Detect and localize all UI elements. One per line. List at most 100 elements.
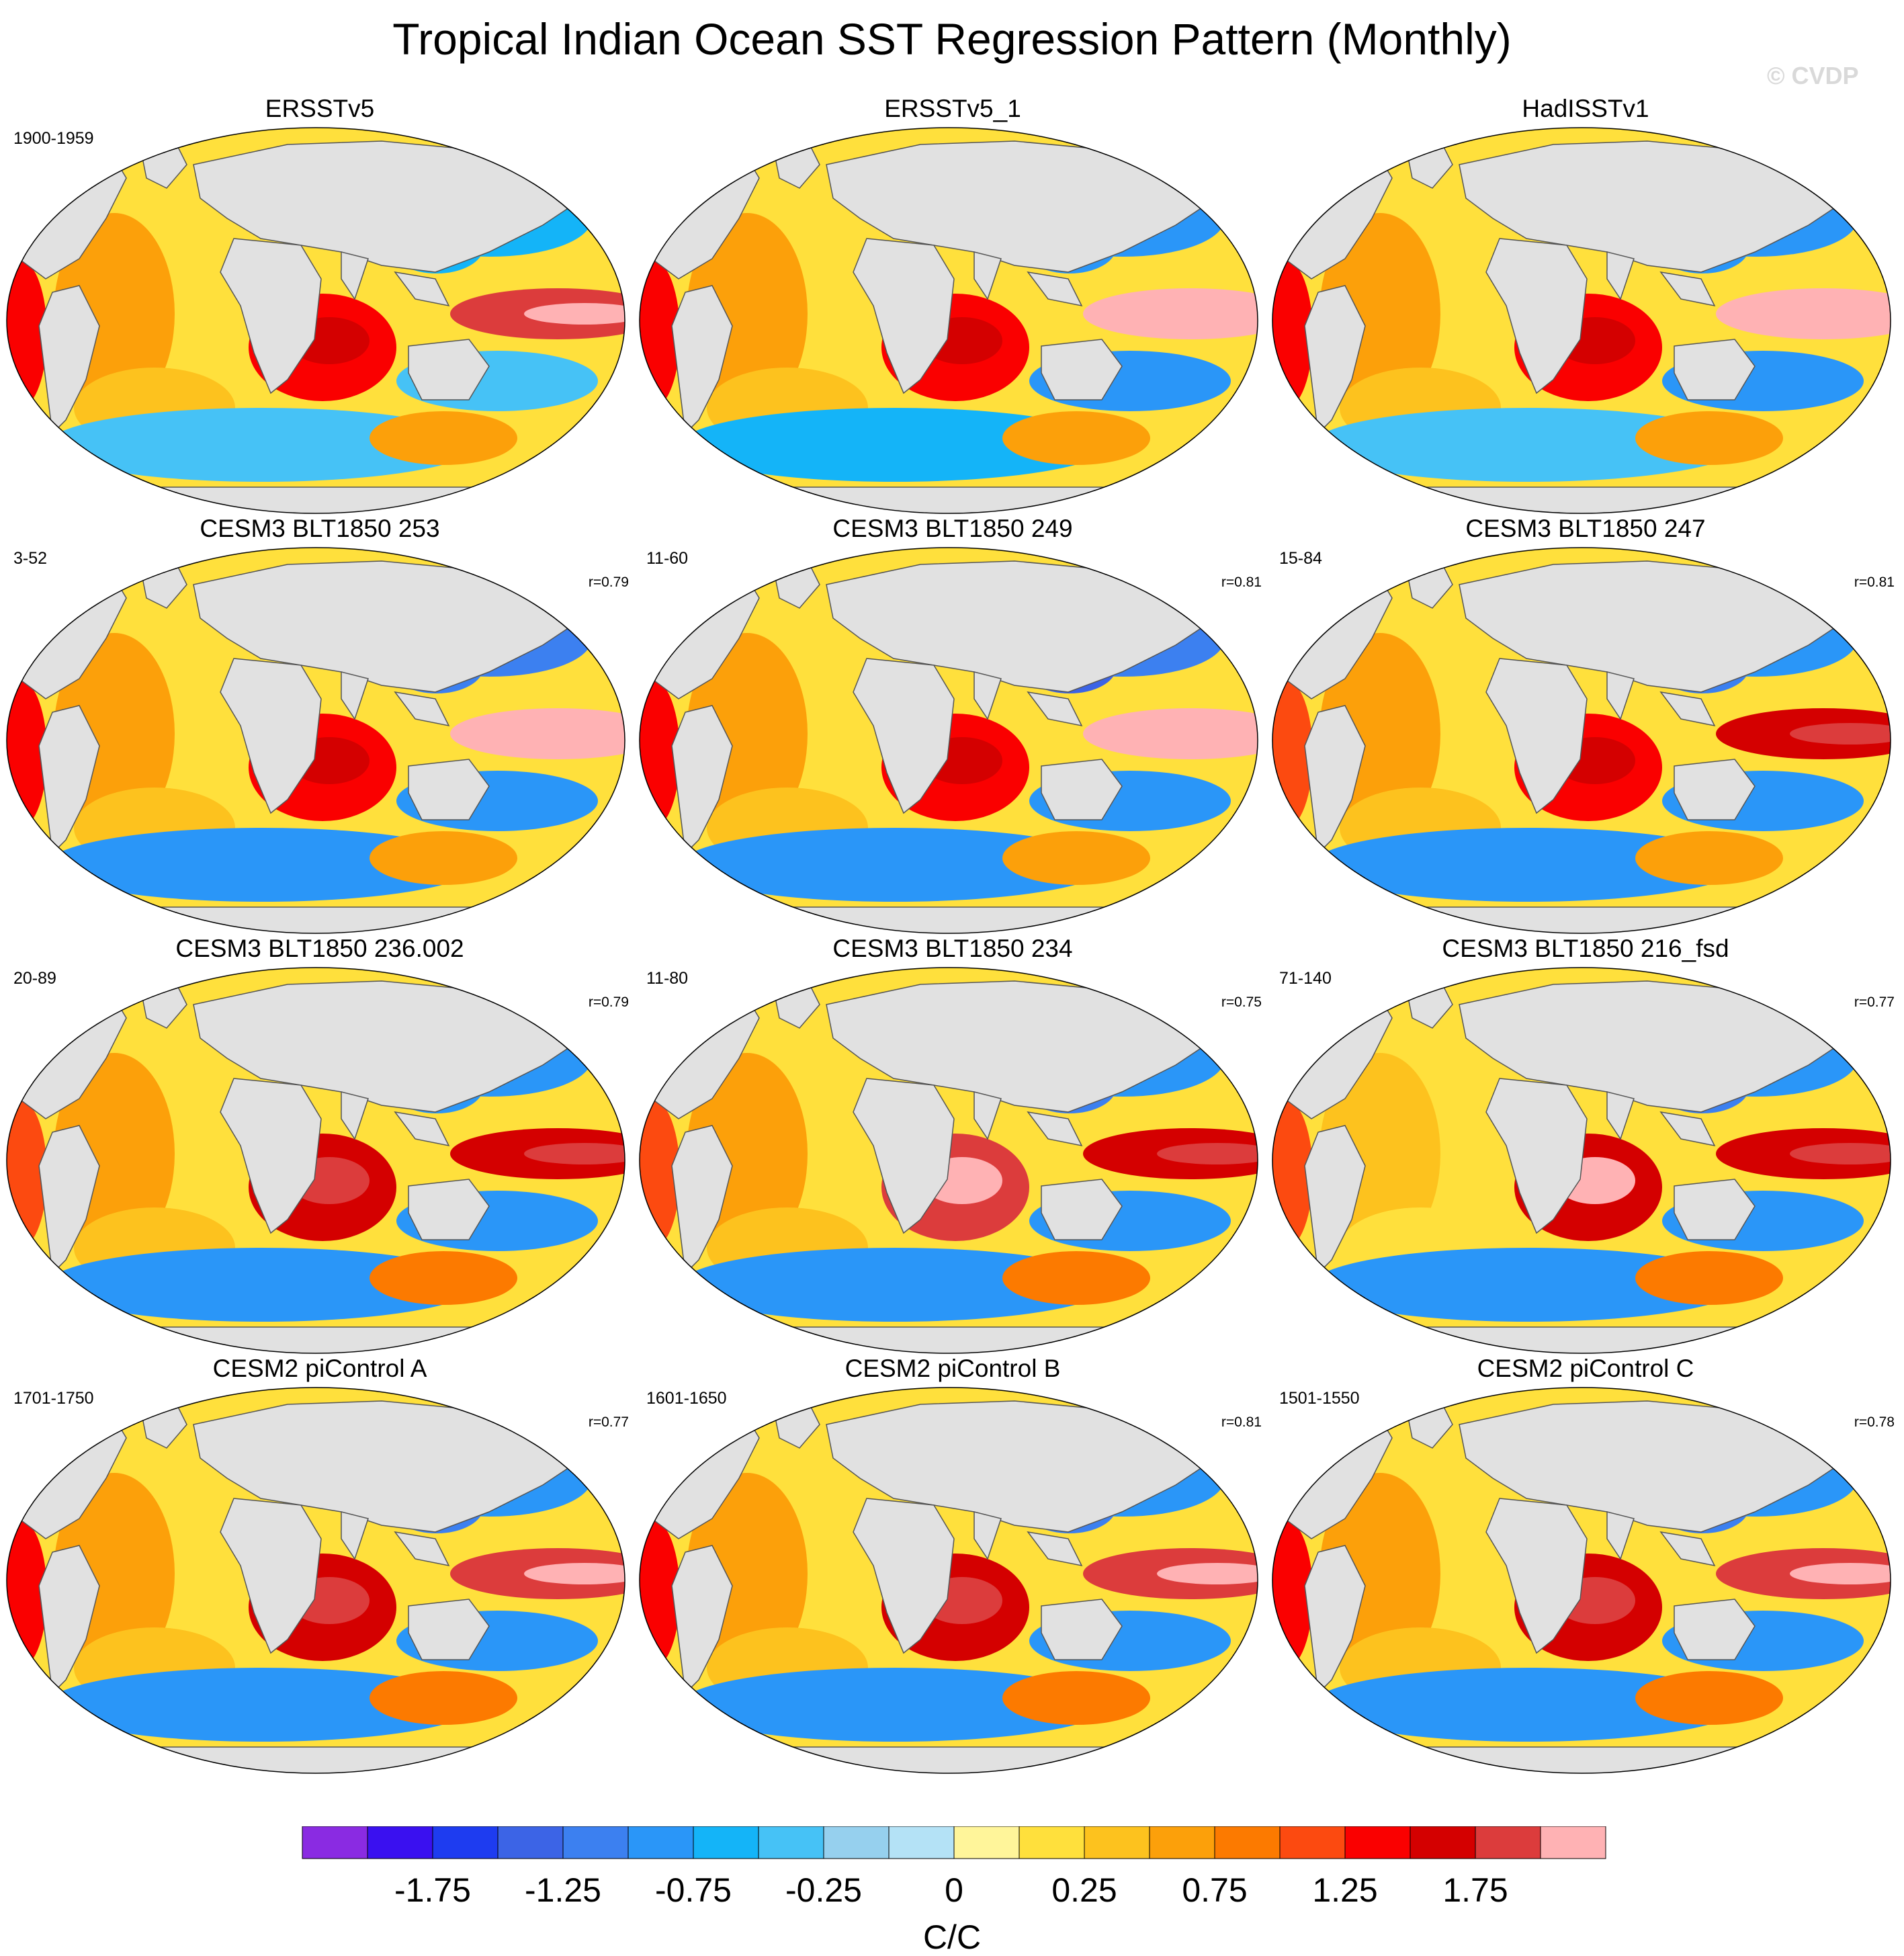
colorbar-unit-label: C/C	[922, 1918, 982, 1956]
land-south-america	[1304, 705, 1366, 855]
panel-title: CESM3 BLT1850 253	[200, 515, 440, 542]
west-coast-pacific	[1272, 1520, 1313, 1668]
sst-map	[1272, 547, 1891, 934]
land-europe-asia	[826, 140, 1217, 273]
sst-map	[1272, 1387, 1891, 1774]
map-panel: CESM3 BLT1850 253 3-52 r=0.79	[5, 514, 634, 951]
panel-title: CESM3 BLT1850 216_fsd	[1442, 935, 1729, 962]
south-indian-anomaly	[1002, 831, 1150, 885]
east-pacific-core	[1157, 723, 1258, 745]
panel-period: 1701-1750	[13, 1389, 94, 1408]
pattern-correlation: r=0.79	[588, 994, 629, 1010]
land-africa	[1485, 658, 1588, 814]
colorbar-tick-label: 1.75	[1442, 1871, 1508, 1909]
land-australia	[1041, 1179, 1123, 1240]
land-australia	[408, 759, 490, 820]
land-antarctica	[7, 1746, 625, 1773]
pattern-correlation: r=0.77	[588, 1414, 629, 1430]
land-southeast-asia	[1659, 691, 1716, 727]
land-south-america	[1304, 1125, 1366, 1275]
colorbar-swatch	[1344, 1826, 1411, 1859]
land-south-america	[671, 1125, 733, 1275]
east-pacific-core	[1790, 303, 1891, 325]
west-coast-pacific	[7, 1100, 47, 1248]
panel-period: 1900-1959	[13, 129, 94, 148]
land-south-america	[38, 705, 100, 855]
sst-map	[6, 1387, 625, 1774]
southern-ocean-anomaly	[47, 828, 477, 902]
land-india	[1606, 1091, 1635, 1140]
map-boundary	[6, 1387, 625, 1774]
south-indian-anomaly	[1635, 1251, 1783, 1305]
colorbar-tick-label: 0.75	[1182, 1871, 1247, 1909]
south-indian-anomaly	[1002, 411, 1150, 465]
south-indian-anomaly	[1002, 1251, 1150, 1305]
colorbar: -1.75 -1.25 -0.75 -0.25 0 0.25 0.75 1.25 1.75	[302, 1826, 1606, 1909]
land-southeast-asia	[394, 1111, 450, 1147]
land-africa	[853, 1078, 955, 1234]
land-south-america	[1304, 1545, 1366, 1695]
west-coast-pacific	[640, 1520, 680, 1668]
panel-period: 3-52	[13, 549, 48, 568]
land-australia	[408, 339, 490, 400]
west-coast-pacific	[1272, 1100, 1313, 1248]
southern-ocean-anomaly	[1313, 1248, 1743, 1322]
colorbar-swatch	[628, 1826, 694, 1859]
east-pacific-core	[524, 303, 625, 325]
panel-title: ERSSTv5	[265, 95, 375, 122]
land-australia	[408, 1599, 490, 1660]
panel-period: 1501-1550	[1279, 1389, 1360, 1408]
east-pacific-core	[1790, 1143, 1891, 1164]
panel-title: CESM3 BLT1850 234	[832, 935, 1073, 962]
land-india	[1606, 671, 1635, 720]
south-indian-anomaly	[1002, 1671, 1150, 1725]
land-south-america	[38, 1125, 100, 1275]
land-antarctica	[640, 906, 1258, 933]
colorbar-swatch	[1279, 1826, 1346, 1859]
colorbar-tick-label: 0.25	[1051, 1871, 1117, 1909]
land-india	[341, 1511, 369, 1560]
colorbar-tick-label: -0.75	[655, 1871, 732, 1909]
pattern-correlation: r=0.81	[1854, 575, 1895, 590]
map-boundary	[639, 1387, 1258, 1774]
land-southeast-asia	[394, 271, 450, 307]
southern-ocean-anomaly	[680, 408, 1110, 482]
land-africa	[220, 1498, 322, 1654]
panel-title: ERSSTv5_1	[884, 95, 1021, 122]
sst-map	[1272, 127, 1891, 514]
colorbar-swatch	[1475, 1826, 1541, 1859]
land-europe-asia	[1459, 980, 1850, 1113]
land-south-america	[671, 1545, 733, 1695]
west-coast-pacific	[7, 1520, 47, 1668]
land-antarctica	[1272, 1746, 1891, 1773]
west-coast-pacific	[640, 680, 680, 828]
panel-title: CESM3 BLT1850 249	[832, 515, 1073, 542]
land-africa	[220, 1078, 322, 1234]
map-boundary	[639, 127, 1258, 514]
east-pacific-core	[1790, 1563, 1891, 1584]
east-pacific-core	[1157, 1563, 1258, 1584]
land-europe-asia	[1459, 140, 1850, 273]
sst-map	[639, 127, 1258, 514]
land-australia	[1674, 1179, 1756, 1240]
southern-ocean-anomaly	[47, 408, 477, 482]
panel-period: 1601-1650	[646, 1389, 727, 1408]
pattern-correlation: r=0.81	[1221, 575, 1262, 590]
panel-period: 11-60	[646, 549, 689, 568]
land-australia	[1041, 339, 1123, 400]
colorbar-tick-label: -1.75	[394, 1871, 471, 1909]
land-antarctica	[7, 906, 625, 933]
map-panel: CESM2 piControl B 1601-1650 r=0.81	[638, 1354, 1267, 1791]
map-panel: ERSSTv5 1900-1959	[5, 94, 634, 531]
land-southeast-asia	[1027, 691, 1083, 727]
land-antarctica	[1272, 486, 1891, 513]
land-southeast-asia	[1027, 271, 1083, 307]
land-india	[973, 1091, 1002, 1140]
land-europe-asia	[826, 980, 1217, 1113]
land-europe-asia	[1459, 560, 1850, 693]
land-australia	[1674, 759, 1756, 820]
map-boundary	[6, 547, 625, 934]
sst-map	[6, 127, 625, 514]
land-india	[973, 251, 1002, 300]
land-africa	[853, 238, 955, 394]
